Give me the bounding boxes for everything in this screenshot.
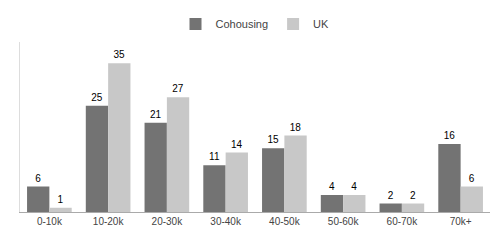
svg-text:15: 15 [267,134,279,145]
svg-text:20-30k: 20-30k [152,216,184,227]
svg-text:4: 4 [351,181,357,192]
svg-text:2: 2 [410,190,416,201]
svg-text:50-60k: 50-60k [328,216,360,227]
svg-text:11: 11 [209,151,220,162]
svg-text:18: 18 [290,122,302,133]
svg-text:UK: UK [313,18,329,30]
svg-text:30-40k: 30-40k [210,216,242,227]
svg-text:Cohousing: Cohousing [216,18,269,30]
svg-text:1: 1 [58,194,64,205]
svg-text:14: 14 [231,139,243,150]
svg-text:70k+: 70k+ [450,216,472,227]
svg-text:16: 16 [444,130,456,141]
svg-text:21: 21 [150,109,162,120]
svg-text:10-20k: 10-20k [93,216,125,227]
svg-text:2: 2 [388,190,394,201]
svg-text:27: 27 [172,83,184,94]
svg-text:60-70k: 60-70k [387,216,419,227]
svg-text:25: 25 [91,92,103,103]
svg-text:0-10k: 0-10k [37,216,63,227]
svg-text:35: 35 [114,49,126,60]
svg-text:6: 6 [35,173,41,184]
svg-text:40-50k: 40-50k [269,216,301,227]
svg-text:4: 4 [329,181,335,192]
svg-text:6: 6 [469,173,475,184]
